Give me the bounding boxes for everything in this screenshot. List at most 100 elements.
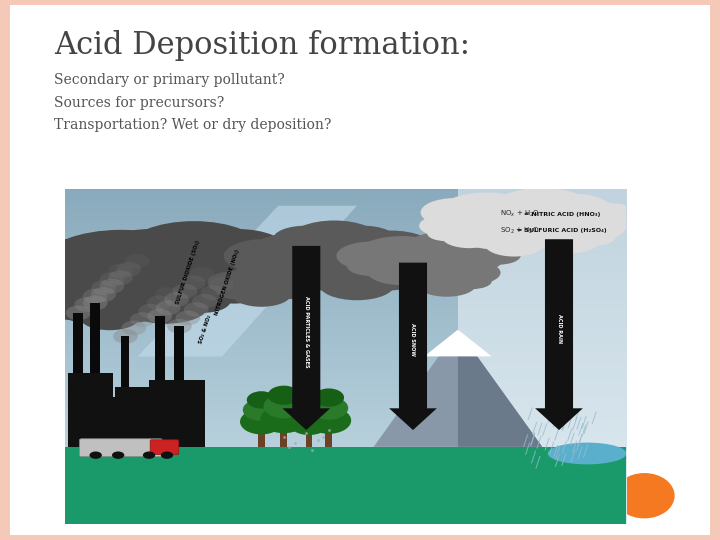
Ellipse shape <box>478 231 526 251</box>
Ellipse shape <box>438 193 534 232</box>
Bar <box>121 336 130 387</box>
Circle shape <box>143 451 156 459</box>
Ellipse shape <box>102 229 199 269</box>
Bar <box>306 433 312 447</box>
Ellipse shape <box>520 233 559 249</box>
Circle shape <box>173 284 197 299</box>
Ellipse shape <box>249 281 297 301</box>
Ellipse shape <box>195 272 271 303</box>
Text: SO₂ & NO₂: SO₂ & NO₂ <box>198 315 212 345</box>
Circle shape <box>108 264 132 279</box>
Bar <box>155 316 165 380</box>
FancyBboxPatch shape <box>79 439 163 456</box>
Ellipse shape <box>492 188 593 230</box>
Ellipse shape <box>366 255 438 285</box>
Bar <box>73 313 84 373</box>
Ellipse shape <box>442 225 497 248</box>
Polygon shape <box>138 206 357 356</box>
Circle shape <box>83 295 107 310</box>
Ellipse shape <box>408 232 472 259</box>
Ellipse shape <box>132 246 215 281</box>
Text: Sources for precursors?: Sources for precursors? <box>54 96 224 110</box>
Ellipse shape <box>436 224 481 243</box>
Polygon shape <box>389 262 437 430</box>
Ellipse shape <box>224 239 305 273</box>
Ellipse shape <box>531 213 610 246</box>
Ellipse shape <box>73 304 122 325</box>
Circle shape <box>181 275 206 290</box>
Ellipse shape <box>466 232 531 259</box>
Ellipse shape <box>96 259 193 299</box>
Text: ACID SNOW: ACID SNOW <box>410 323 415 356</box>
Ellipse shape <box>245 233 357 279</box>
Ellipse shape <box>474 216 554 249</box>
Ellipse shape <box>408 256 486 289</box>
Circle shape <box>117 262 141 276</box>
Ellipse shape <box>249 253 319 282</box>
Circle shape <box>91 280 116 295</box>
Ellipse shape <box>433 211 505 241</box>
Ellipse shape <box>550 215 613 241</box>
Ellipse shape <box>455 244 510 267</box>
Ellipse shape <box>354 236 449 276</box>
Ellipse shape <box>567 218 624 241</box>
Ellipse shape <box>427 226 464 241</box>
Ellipse shape <box>550 209 600 230</box>
Ellipse shape <box>473 194 546 224</box>
Ellipse shape <box>541 228 600 253</box>
Ellipse shape <box>293 237 348 260</box>
Ellipse shape <box>183 252 284 294</box>
Ellipse shape <box>162 273 243 306</box>
Ellipse shape <box>309 256 365 279</box>
Circle shape <box>125 254 150 268</box>
Ellipse shape <box>60 287 122 313</box>
Circle shape <box>261 405 307 433</box>
Ellipse shape <box>71 290 149 322</box>
Circle shape <box>83 289 107 303</box>
Circle shape <box>112 451 125 459</box>
Bar <box>90 303 100 373</box>
Circle shape <box>295 394 323 410</box>
Ellipse shape <box>576 229 616 246</box>
Ellipse shape <box>217 270 280 296</box>
Text: = NITRIC ACID (HNO₃): = NITRIC ACID (HNO₃) <box>523 212 600 217</box>
Ellipse shape <box>339 249 384 268</box>
Ellipse shape <box>349 247 405 270</box>
Ellipse shape <box>354 254 426 285</box>
Text: ACID RAIN: ACID RAIN <box>557 314 562 343</box>
Ellipse shape <box>30 287 92 313</box>
Ellipse shape <box>341 239 386 258</box>
Circle shape <box>176 310 200 325</box>
Ellipse shape <box>204 249 271 278</box>
Circle shape <box>148 309 172 323</box>
Ellipse shape <box>331 226 396 253</box>
Ellipse shape <box>84 289 134 310</box>
Ellipse shape <box>539 194 611 224</box>
Ellipse shape <box>65 306 104 322</box>
Polygon shape <box>424 329 492 356</box>
Ellipse shape <box>13 239 127 286</box>
Bar <box>65 447 626 524</box>
Ellipse shape <box>434 271 483 291</box>
Circle shape <box>161 451 174 459</box>
Ellipse shape <box>418 246 462 265</box>
Text: = SULFURIC ACID (H₂SO₄): = SULFURIC ACID (H₂SO₄) <box>517 228 607 233</box>
Ellipse shape <box>319 268 395 300</box>
Circle shape <box>189 267 214 282</box>
Ellipse shape <box>143 248 245 291</box>
Text: NITROGEN OXIDE (NO₂): NITROGEN OXIDE (NO₂) <box>215 249 240 316</box>
Ellipse shape <box>267 283 307 299</box>
Ellipse shape <box>241 273 292 294</box>
Circle shape <box>99 272 125 287</box>
Ellipse shape <box>189 229 287 269</box>
Ellipse shape <box>207 271 264 294</box>
Circle shape <box>240 409 283 434</box>
Polygon shape <box>282 246 330 430</box>
Ellipse shape <box>164 258 237 288</box>
Ellipse shape <box>358 254 417 278</box>
Bar <box>149 380 205 447</box>
Ellipse shape <box>444 261 500 285</box>
Ellipse shape <box>431 212 479 232</box>
Ellipse shape <box>89 273 170 306</box>
Ellipse shape <box>482 198 552 227</box>
